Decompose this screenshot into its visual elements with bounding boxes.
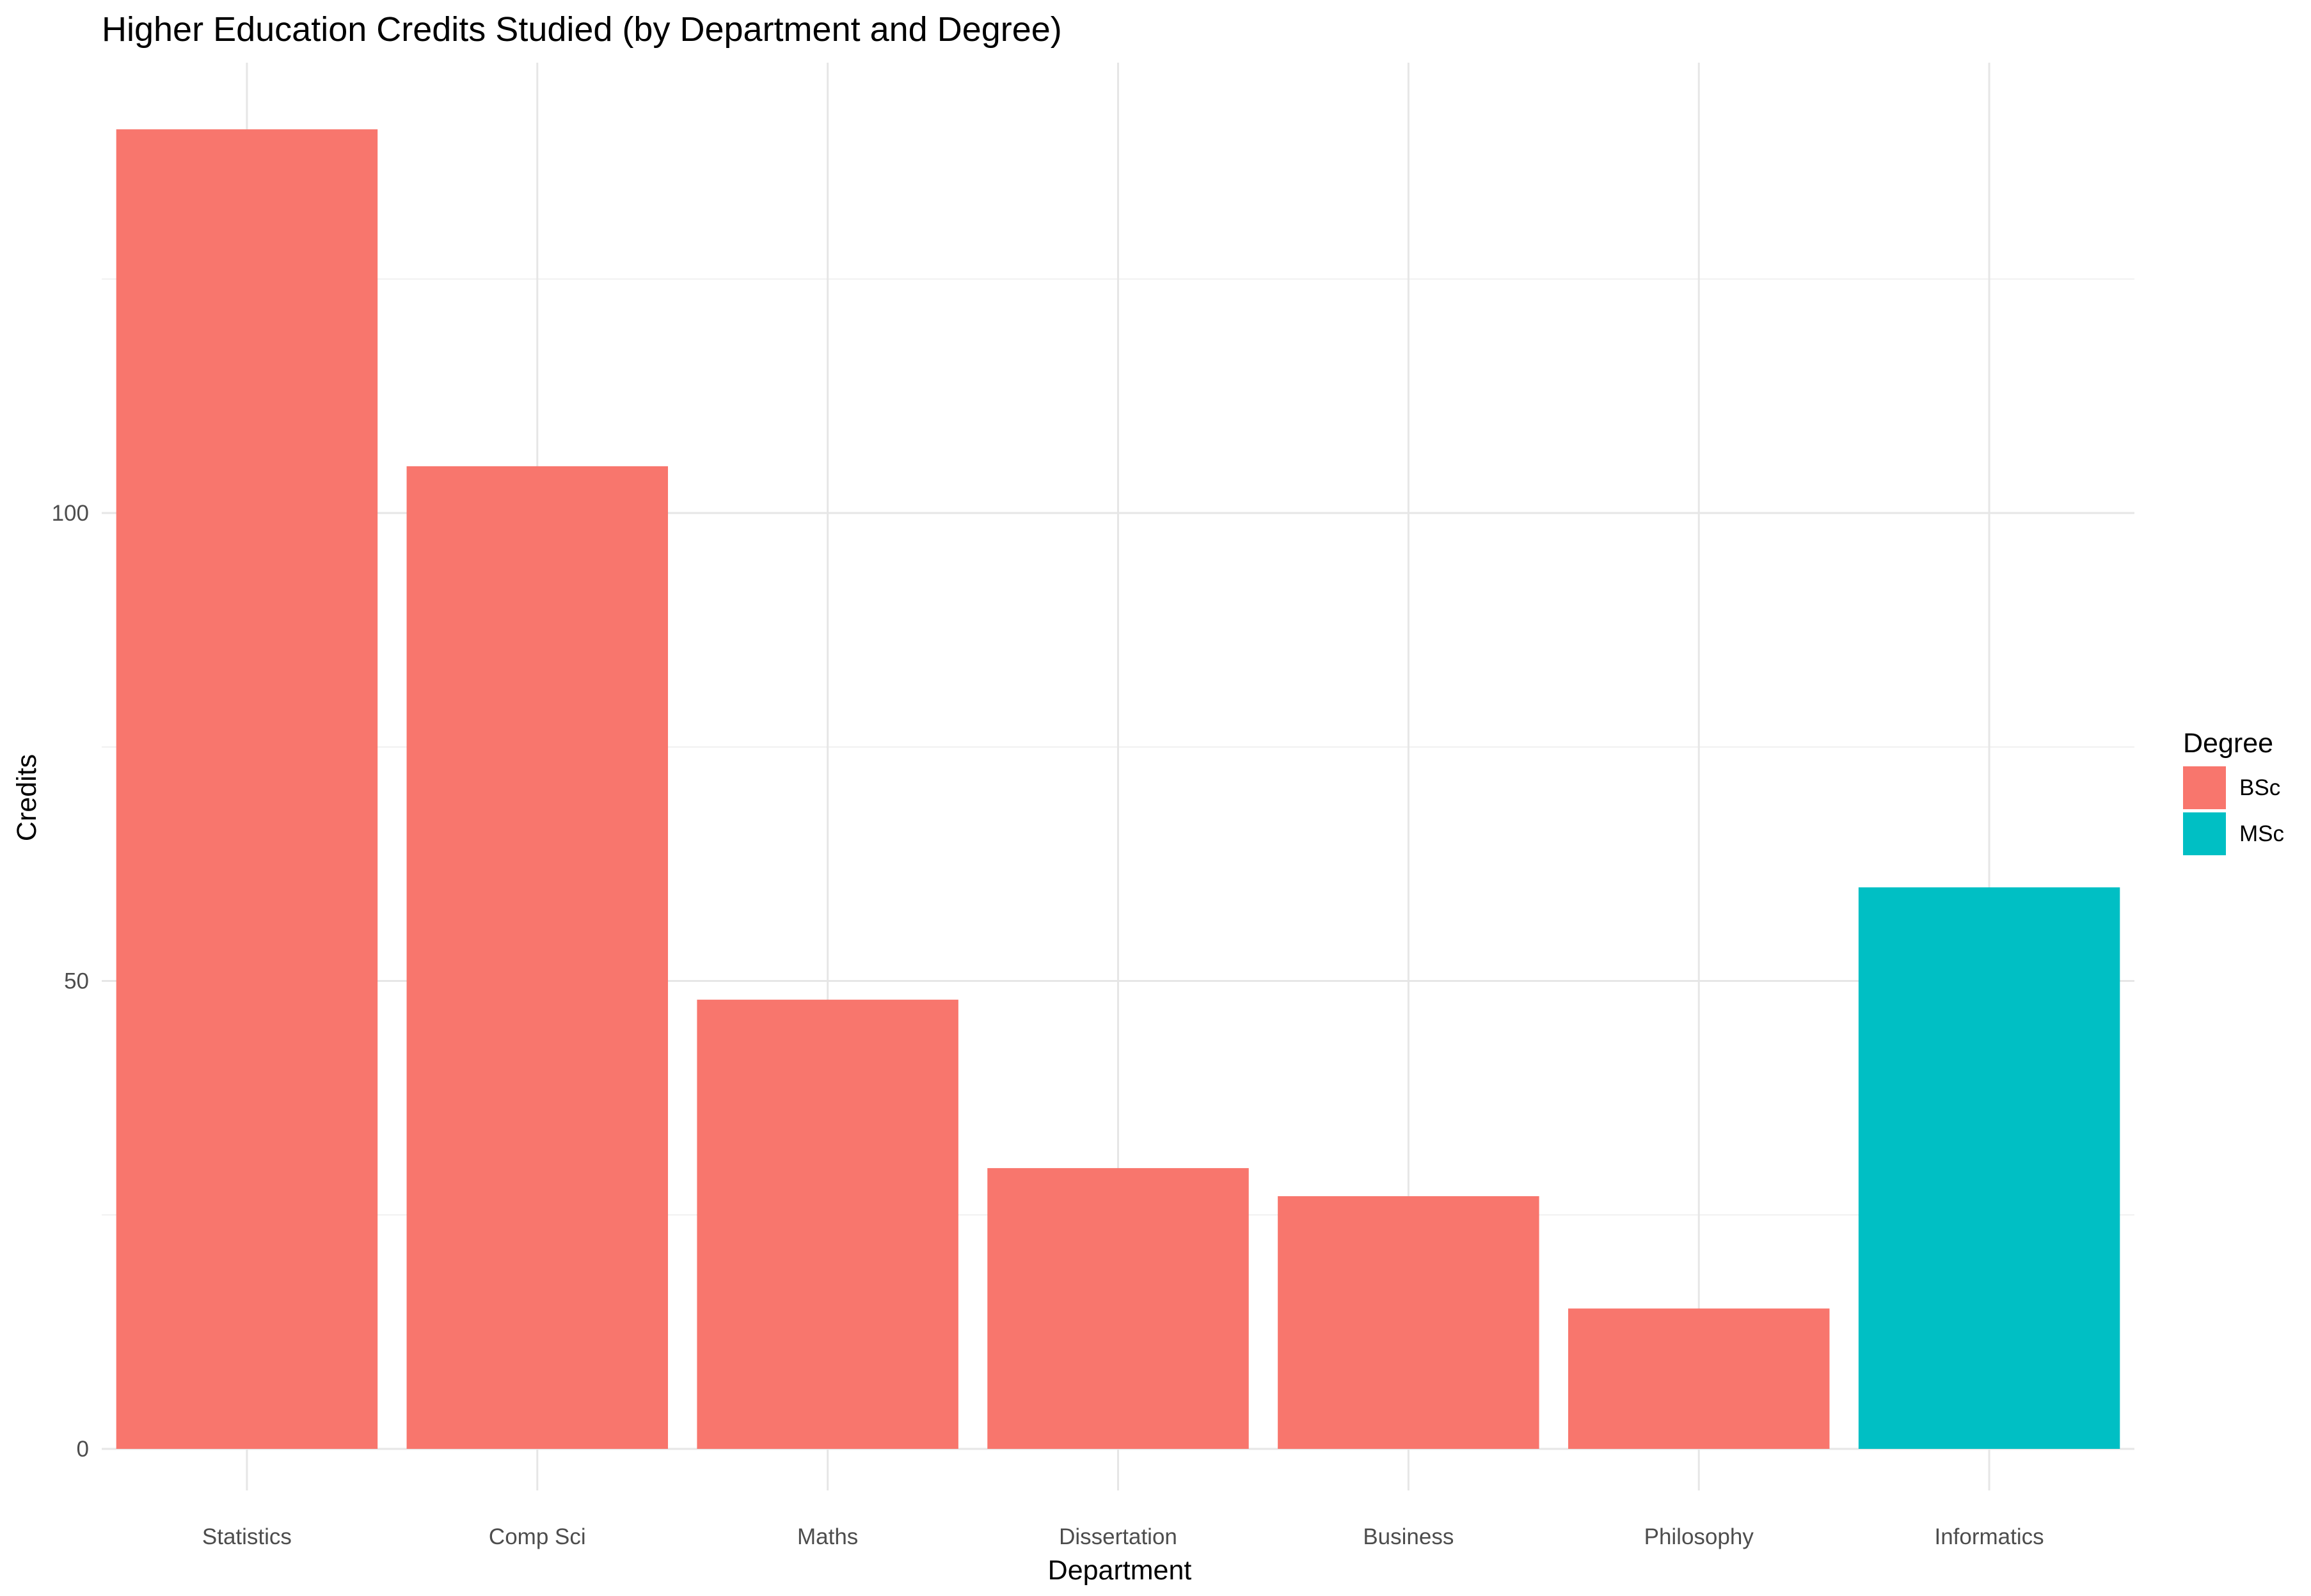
legend-title: Degree — [2183, 728, 2273, 759]
bar-statistics — [116, 129, 378, 1450]
x-tick-label: Maths — [797, 1524, 858, 1549]
y-axis-title: Credits — [12, 754, 42, 841]
x-axis-title: Department — [1048, 1555, 1192, 1586]
bars — [116, 129, 2120, 1450]
bar-business — [1278, 1196, 1539, 1449]
legend-key-bsc — [2183, 766, 2226, 809]
y-tick-label: 100 — [52, 501, 89, 526]
y-tick-label: 50 — [64, 969, 89, 994]
x-tick-label: Informatics — [1934, 1524, 2044, 1549]
y-tick-label: 0 — [77, 1437, 89, 1462]
legend-items: BSc MSc — [2183, 766, 2284, 855]
bar-maths — [697, 999, 958, 1449]
x-tick-label: Business — [1363, 1524, 1454, 1549]
x-tick-label: Philosophy — [1644, 1524, 1754, 1549]
legend-label-msc: MSc — [2239, 821, 2284, 846]
legend: Degree BSc MSc — [2183, 728, 2284, 855]
legend-label-bsc: BSc — [2239, 775, 2280, 800]
bar-informatics — [1858, 887, 2120, 1449]
chart-title: Higher Education Credits Studied (by Dep… — [102, 10, 1062, 49]
x-tick-label: Comp Sci — [489, 1524, 586, 1549]
y-axis-tick-labels: 0 50 100 — [52, 501, 89, 1462]
x-tick-label: Dissertation — [1059, 1524, 1177, 1549]
legend-key-msc — [2183, 812, 2226, 855]
bar-dissertation — [987, 1168, 1249, 1449]
x-axis-tick-labels: Statistics Comp Sci Maths Dissertation Busin… — [202, 1524, 2044, 1549]
bar-comp-sci — [406, 466, 669, 1449]
bar-philosophy — [1568, 1308, 1830, 1449]
x-tick-label: Statistics — [202, 1524, 292, 1549]
